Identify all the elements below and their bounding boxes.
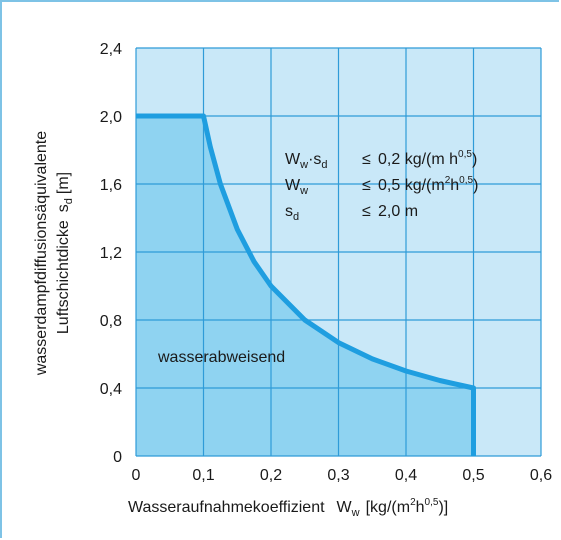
wasserabweisend-region [136,116,474,456]
condition-2: Ww ≤0,5 kg/(m2h0,5) [285,175,478,197]
y-axis-label: wasserdampfdiffusionsäquivalente Luftsch… [33,131,75,376]
x-tick-label: 0,5 [462,467,484,484]
x-tick-label: 0,1 [192,467,214,484]
y-tick-label: 2,4 [100,41,122,58]
condition-3: sd ≤2,0 m [285,203,418,223]
x-tick-label: 0 [132,467,141,484]
x-tick-label: 0,6 [530,467,552,484]
x-tick-label: 0,2 [260,467,282,484]
condition-1: Ww·sd ≤0,2 kg/(m h0,5) [285,149,477,171]
y-axis-ticks: 0 0,4 0,8 1,2 1,6 2,0 2,4 [100,41,122,466]
y-tick-label: 1,2 [100,245,122,262]
x-axis-label: Wasseraufnahmekoeffizient Ww [kg/(m2h0,5)] [128,497,448,519]
conditions: Ww·sd ≤0,2 kg/(m h0,5) Ww ≤0,5 kg/(m2h0,5)… [285,149,478,223]
y-tick-label: 1,6 [100,177,122,194]
y-axis-label-line2: Luftschichtdickesd[m] [55,172,75,334]
boundary-curve [136,113,476,456]
y-tick-label: 0,8 [100,313,122,330]
y-tick-label: 0 [113,449,122,466]
x-axis-ticks: 0 0,1 0,2 0,3 0,4 0,5 0,6 [132,467,553,484]
y-axis-label-line1: wasserdampfdiffusionsäquivalente [33,131,50,376]
y-tick-label: 0,4 [100,381,122,398]
x-tick-label: 0,4 [395,467,417,484]
x-tick-label: 0,3 [327,467,349,484]
region-label: wasserabweisend [157,349,285,366]
y-tick-label: 2,0 [100,109,122,126]
